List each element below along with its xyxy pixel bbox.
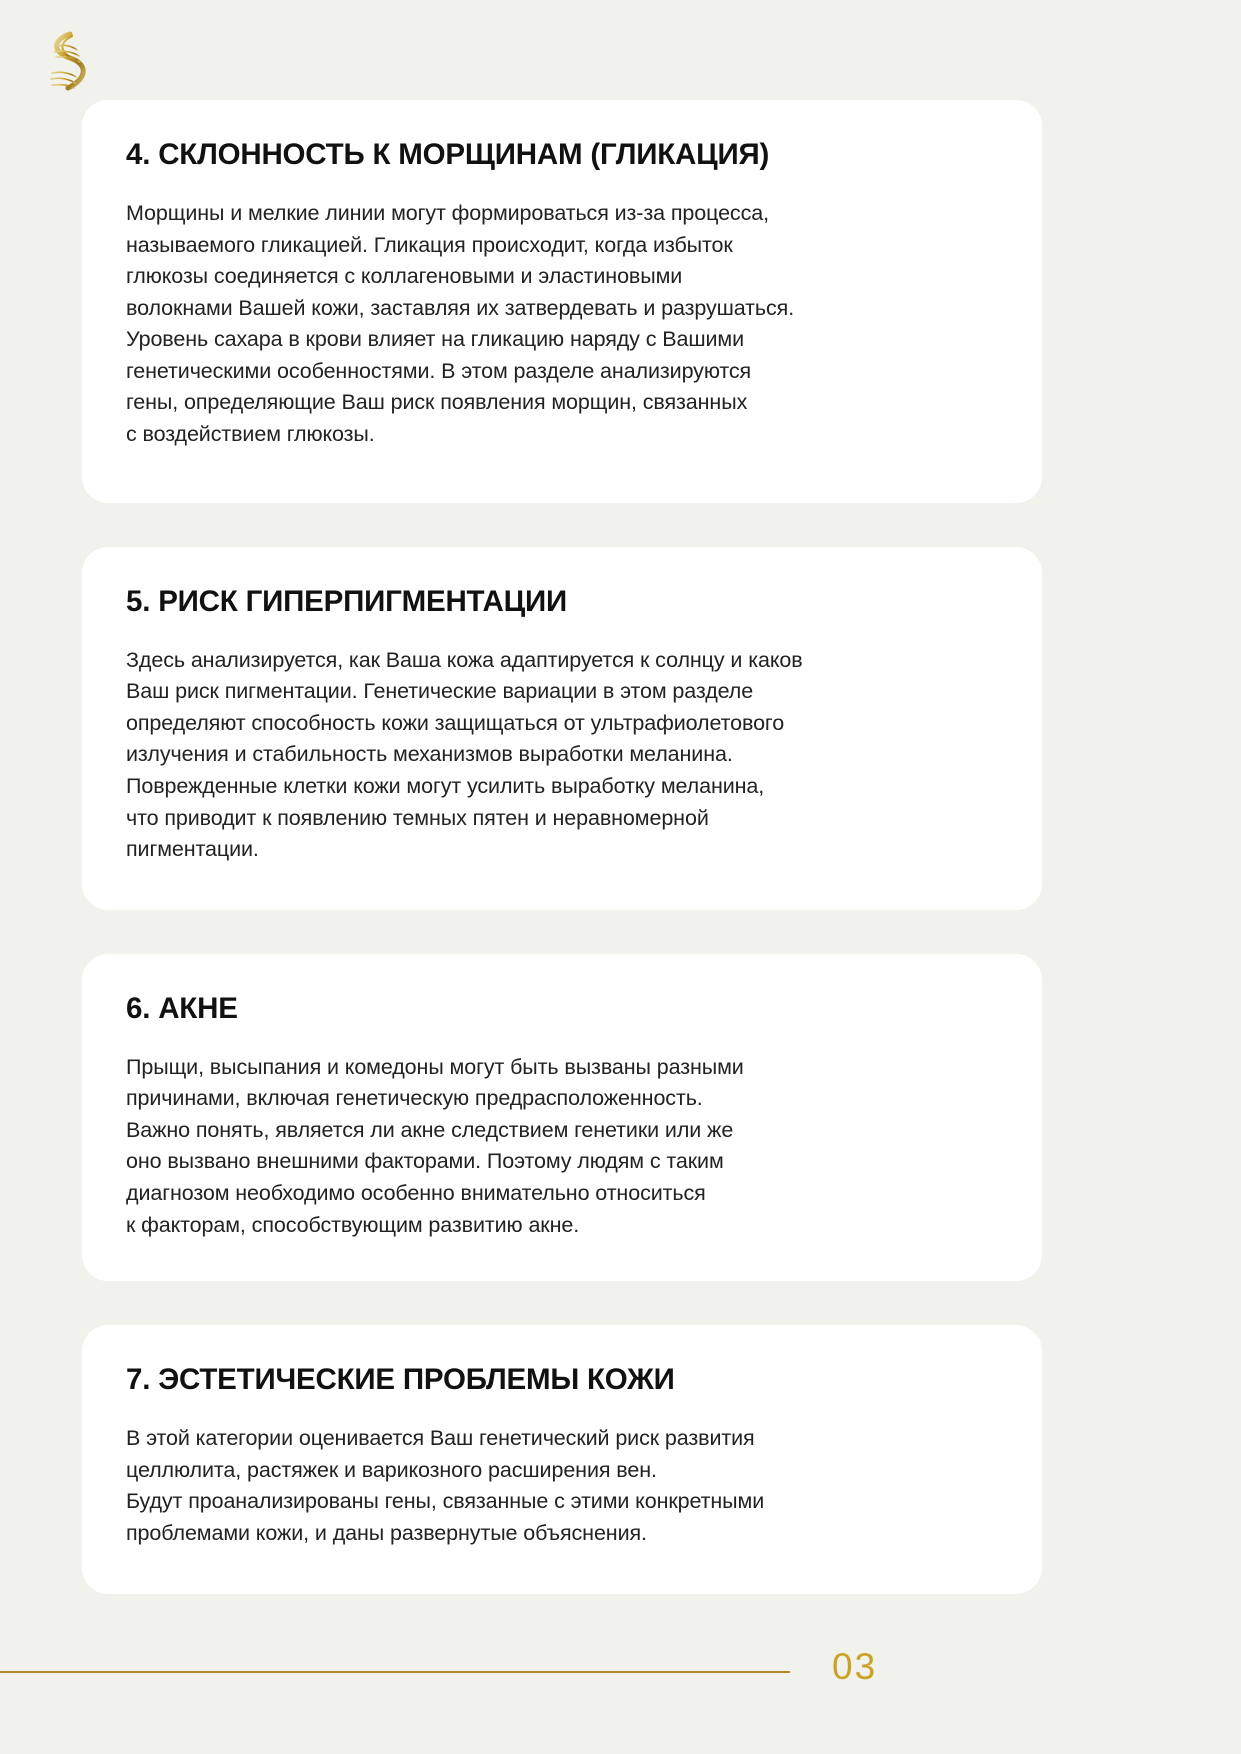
section-card-aesthetic-skin-problems: 7. ЭСТЕТИЧЕСКИЕ ПРОБЛЕМЫ КОЖИ В этой кат… [82, 1325, 1042, 1594]
footer-divider [0, 1671, 790, 1673]
section-body: В этой категории оценивается Ваш генетич… [126, 1426, 765, 1545]
section-card-acne: 6. АКНЕ Прыщи, высыпания и комедоны могу… [82, 953, 1042, 1282]
page-footer: 03 [0, 1630, 1241, 1754]
section-body: Здесь анализируется, как Ваша кожа адапт… [126, 647, 803, 862]
brand-logo [36, 26, 94, 98]
section-body: Прыщи, высыпания и комедоны могут быть в… [126, 1054, 744, 1237]
section-body: Морщины и мелкие линии могут формировать… [126, 200, 795, 447]
section-card-wrinkles: 4. СКЛОННОСТЬ К МОРЩИНАМ (ГЛИКАЦИЯ) Морщ… [82, 100, 1042, 503]
section-title: 7. ЭСТЕТИЧЕСКИЕ ПРОБЛЕМЫ КОЖИ [126, 1363, 675, 1397]
section-card-list: 4. СКЛОННОСТЬ К МОРЩИНАМ (ГЛИКАЦИЯ) Морщ… [82, 100, 1042, 1594]
dna-helix-icon [50, 31, 86, 91]
section-title: 4. СКЛОННОСТЬ К МОРЩИНАМ (ГЛИКАЦИЯ) [126, 138, 770, 171]
section-title: 6. АКНЕ [126, 991, 238, 1025]
page-number: 03 [832, 1646, 878, 1687]
section-card-hyperpigmentation: 5. РИСК ГИПЕРПИГМЕНТАЦИИ Здесь анализиру… [82, 546, 1042, 910]
section-title: 5. РИСК ГИПЕРПИГМЕНТАЦИИ [126, 584, 567, 618]
